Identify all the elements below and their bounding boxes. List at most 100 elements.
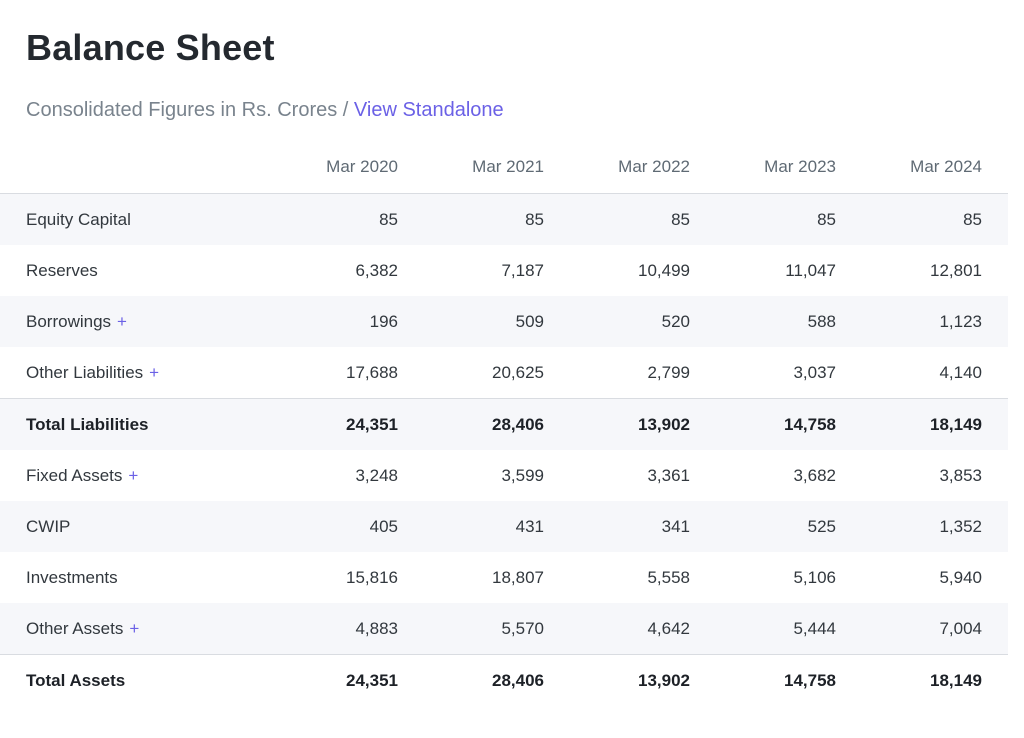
value-cell: 3,248 (355, 466, 398, 485)
subtitle-text: Consolidated Figures in Rs. Crores (26, 99, 338, 121)
table-row: Equity Capital 85 85 85 85 85 (0, 193, 1008, 246)
table-row: Total Liabilities 24,351 28,406 13,902 14,75… (0, 398, 1008, 450)
value-cell: 4,140 (939, 363, 982, 382)
value-cell: 20,625 (492, 363, 544, 382)
column-header: Mar 2024 (862, 123, 1008, 194)
expand-row-button[interactable]: + (149, 363, 160, 382)
row-label-cell: Investments (0, 552, 278, 603)
value-cell: 28,406 (424, 398, 570, 450)
row-label-cell: Other Assets + (0, 603, 278, 655)
value-cell: 11,047 (785, 261, 836, 280)
row-label: Reserves (26, 261, 98, 280)
table-row: Other Liabilities +17,688 20,625 2,799 3,037… (0, 347, 1008, 399)
row-label-cell: CWIP (0, 501, 278, 552)
value-cell: 509 (515, 312, 544, 331)
value-cell: 18,149 (862, 654, 1008, 706)
view-standalone-link[interactable]: View Standalone (353, 99, 504, 121)
column-header: Mar 2023 (716, 123, 862, 194)
value-cell: 85 (671, 210, 690, 229)
row-label-cell: Total Assets (0, 654, 278, 706)
table-row: Total Assets 24,351 28,406 13,902 14,758 18,1… (0, 654, 1008, 706)
value-cell: 14,758 (716, 398, 862, 450)
row-label-cell: Reserves (0, 245, 278, 296)
value-cell: 85 (817, 210, 836, 229)
expand-row-button[interactable]: + (128, 466, 139, 485)
row-label: Equity Capital (26, 210, 131, 229)
value-cell: 18,149 (862, 398, 1008, 450)
column-header: Mar 2020 (278, 123, 424, 194)
row-label-cell: Equity Capital (0, 194, 278, 246)
value-cell: 5,444 (793, 619, 836, 638)
value-cell: 7,187 (501, 261, 544, 280)
expand-row-button[interactable]: + (117, 312, 127, 331)
column-header: Mar 2021 (424, 123, 570, 194)
row-label: Other Assets (26, 619, 124, 638)
row-label-cell: Total Liabilities (0, 398, 278, 450)
value-cell: 341 (661, 517, 690, 536)
value-cell: 17,688 (346, 363, 398, 382)
value-cell: 3,682 (793, 466, 836, 485)
row-label-cell: Other Liabilities + (0, 347, 278, 399)
value-cell: 6,382 (355, 261, 398, 280)
column-header-empty (0, 123, 278, 194)
value-cell: 4,642 (647, 619, 690, 638)
value-cell: 525 (807, 517, 836, 536)
subtitle: Consolidated Figures in Rs. Crores / Vie… (26, 97, 1024, 123)
value-cell: 431 (515, 517, 544, 536)
value-cell: 2,799 (647, 363, 690, 382)
expand-row-button[interactable]: + (129, 619, 140, 638)
value-cell: 3,361 (647, 466, 690, 485)
row-label-cell: Fixed Assets + (0, 450, 278, 501)
value-cell: 5,558 (647, 568, 690, 587)
value-cell: 85 (525, 210, 544, 229)
value-cell: 3,037 (793, 363, 836, 382)
value-cell: 405 (369, 517, 398, 536)
value-cell: 3,599 (501, 466, 544, 485)
value-cell: 4,883 (355, 619, 398, 638)
table-row: Investments 15,816 18,807 5,558 5,106 5,940 (0, 552, 1008, 603)
table-row: Other Assets +4,883 5,570 4,642 5,444 7,004 (0, 603, 1008, 655)
value-cell: 520 (661, 312, 690, 331)
table-row: Fixed Assets +3,248 3,599 3,361 3,682 3,853 (0, 450, 1008, 501)
row-label: Fixed Assets (26, 466, 123, 485)
table-body: Equity Capital 85 85 85 85 85 Reserves 6,382 7,1… (0, 193, 1008, 706)
value-cell: 24,351 (278, 654, 424, 706)
value-cell: 588 (807, 312, 836, 331)
value-cell: 15,816 (346, 568, 398, 587)
value-cell: 5,106 (793, 568, 836, 587)
value-cell: 14,758 (716, 654, 862, 706)
value-cell: 5,570 (501, 619, 544, 638)
value-cell: 7,004 (939, 619, 982, 638)
value-cell: 28,406 (424, 654, 570, 706)
value-cell: 3,853 (939, 466, 982, 485)
balance-sheet-table: Mar 2020 Mar 2021 Mar 2022 Mar 2023 Mar 2024… (0, 123, 1008, 706)
value-cell: 13,902 (570, 398, 716, 450)
row-label-cell: Borrowings + (0, 296, 278, 347)
page-title: Balance Sheet (26, 27, 275, 68)
value-cell: 1,352 (939, 517, 982, 536)
value-cell: 12,801 (930, 261, 982, 280)
value-cell: 5,940 (939, 568, 982, 587)
row-label: Borrowings (26, 312, 112, 331)
value-cell: 85 (379, 210, 398, 229)
value-cell: 1,123 (939, 312, 982, 331)
balance-sheet-section: Balance Sheet Consolidated Figures in Rs… (0, 27, 1024, 706)
value-cell: 13,902 (570, 654, 716, 706)
table-row: Reserves 6,382 7,187 10,499 11,047 12,801 (0, 245, 1008, 296)
row-label: Investments (26, 568, 118, 587)
table-row: CWIP 405 431 341 525 1,352 (0, 501, 1008, 552)
value-cell: 18,807 (492, 568, 544, 587)
row-label: CWIP (26, 517, 71, 536)
value-cell: 24,351 (278, 398, 424, 450)
row-label: Other Liabilities (26, 363, 144, 382)
table-row: Borrowings +196 509 520 588 1,123 (0, 296, 1008, 347)
value-cell: 85 (963, 210, 982, 229)
table-header: Mar 2020 Mar 2021 Mar 2022 Mar 2023 Mar 2024 (0, 123, 1008, 194)
table-header-row: Mar 2020 Mar 2021 Mar 2022 Mar 2023 Mar 2024 (0, 123, 1008, 194)
column-header: Mar 2022 (570, 123, 716, 194)
row-label: Total Assets (26, 671, 126, 690)
subtitle-separator: / (337, 99, 354, 121)
value-cell: 10,499 (638, 261, 690, 280)
row-label: Total Liabilities (26, 415, 149, 434)
value-cell: 196 (369, 312, 398, 331)
